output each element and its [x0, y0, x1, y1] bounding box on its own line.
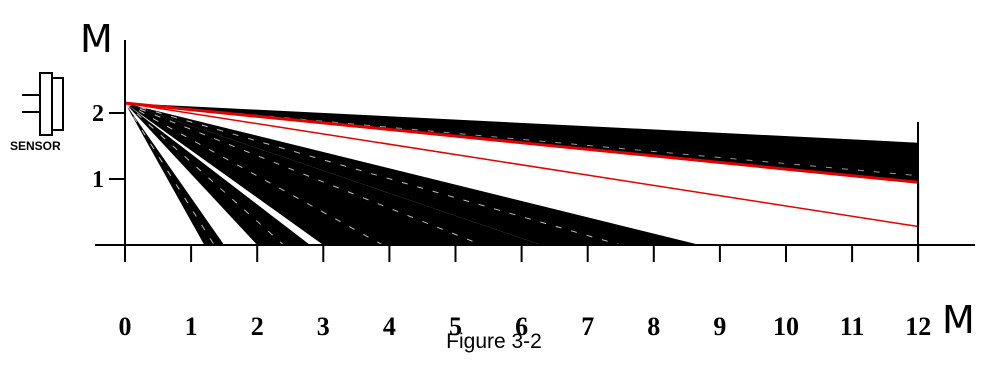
- figure-caption: Figure 3-2: [446, 330, 542, 353]
- x-tick-label: 11: [840, 312, 865, 341]
- x-tick-label: 6: [515, 312, 528, 341]
- floor-beam-centerline-4: [124, 102, 483, 246]
- x-tick-label: 12: [905, 312, 931, 341]
- floor-beam-2: [125, 103, 311, 245]
- highlight-zone-lower-edge: [124, 102, 919, 228]
- x-tick-label: 7: [581, 312, 594, 341]
- floor-beam-5: [125, 103, 701, 245]
- y-tick-label: 2: [92, 101, 104, 127]
- highlight-zone-upper-edge: [124, 101, 919, 184]
- x-tick-label: 9: [713, 312, 726, 341]
- floor-beam-centerline-3: [124, 102, 384, 246]
- x-tick-label: 4: [383, 312, 396, 341]
- x-tick-label: 10: [773, 312, 799, 341]
- floor-beam-centerline-1: [124, 102, 215, 246]
- beam-group: [124, 101, 920, 246]
- y-axis-unit: M: [80, 17, 113, 61]
- x-tick-label: 5: [449, 312, 462, 341]
- x-tick-label: 8: [647, 312, 660, 341]
- y-tick-label: 1: [92, 167, 104, 193]
- x-tick-label: 2: [251, 312, 264, 341]
- x-tick-label: 0: [119, 312, 132, 341]
- floor-beam-centerline-5: [124, 102, 621, 246]
- x-axis-unit: M: [942, 298, 975, 342]
- x-tick-label: 1: [185, 312, 198, 341]
- floor-beam-centerline-2: [124, 102, 284, 246]
- sensor-icon: [22, 72, 64, 136]
- sensor-label: SENSOR: [10, 139, 61, 153]
- x-ticks: 0 1 2 3 4 5 6 7 8 9 10 11 12: [119, 245, 931, 341]
- x-tick-label: 3: [317, 312, 330, 341]
- y-ticks: 21: [92, 101, 125, 193]
- axes: [95, 40, 975, 262]
- floor-beam-1: [125, 103, 225, 245]
